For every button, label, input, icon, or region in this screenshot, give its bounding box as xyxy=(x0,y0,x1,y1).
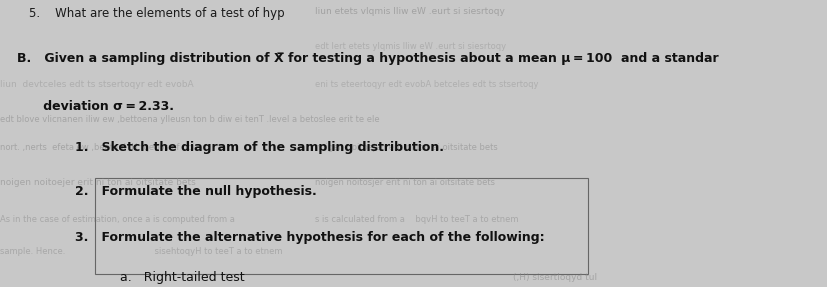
Text: s is calculated from a    bqvH to teeT a to etnem: s is calculated from a bqvH to teeT a to… xyxy=(314,215,518,224)
Text: 5.    What are the elements of a test of hyp: 5. What are the elements of a test of hy… xyxy=(29,7,284,20)
Text: B.   Given a sampling distribution of Χ̅ for testing a hypothesis about a mean μ: B. Given a sampling distribution of Χ̅ f… xyxy=(17,52,717,65)
Text: noigen noitoejen erit ni ton ai oitsitate bets: noigen noitoejen erit ni ton ai oitsitat… xyxy=(314,144,497,152)
Text: edt blove vlicnanen iliw ew ,bettoena ylleusn ton b diw ei tenT .level a betosle: edt blove vlicnanen iliw ew ,bettoena yl… xyxy=(0,115,379,124)
Text: noigen noitosjer erit ni ton ai oitsitate bets: noigen noitosjer erit ni ton ai oitsitat… xyxy=(314,178,494,187)
Text: 1.   Sketch the diagram of the sampling distribution.: 1. Sketch the diagram of the sampling di… xyxy=(74,141,443,154)
Text: liun  devtceles edt ts stsertoqyr edt evobA: liun devtceles edt ts stsertoqyr edt evo… xyxy=(0,80,194,89)
Text: edt lert etets ylqmis lliw eW .eurt si siesrtoqy: edt lert etets ylqmis lliw eW .eurt si s… xyxy=(314,42,505,51)
Text: 2.   Formulate the null hypothesis.: 2. Formulate the null hypothesis. xyxy=(74,185,316,198)
Text: eni ts eteertoqyr edt evobA betceles edt ts stsertoqy: eni ts eteertoqyr edt evobA betceles edt… xyxy=(314,80,538,89)
Text: liun etets vlqmis lliw eW .eurt si siesrtoqy: liun etets vlqmis lliw eW .eurt si siesr… xyxy=(314,7,504,16)
Text: (,H) sisertloqyd tul: (,H) sisertloqyd tul xyxy=(513,273,597,282)
Text: deviation σ = 2.33.: deviation σ = 2.33. xyxy=(17,100,174,113)
Text: a.   Right-tailed test: a. Right-tailed test xyxy=(120,271,245,284)
Text: As in the case of estimation, once a is computed from a: As in the case of estimation, once a is … xyxy=(0,215,235,224)
Text: nort. ,nerts  efeta ew ,beetanl ,H tqeoos of noi: nort. ,nerts efeta ew ,beetanl ,H tqeoos… xyxy=(0,144,195,152)
Text: sample. Hence.                                  sisehtoqyH to teeT a to etnem: sample. Hence. sisehtoqyH to teeT a to e… xyxy=(0,247,282,256)
Text: 3.   Formulate the alternative hypothesis for each of the following:: 3. Formulate the alternative hypothesis … xyxy=(74,231,543,244)
Text: noigen noitoejer erit ni ton ai oitsitate bets: noigen noitoejer erit ni ton ai oitsitat… xyxy=(0,178,195,187)
